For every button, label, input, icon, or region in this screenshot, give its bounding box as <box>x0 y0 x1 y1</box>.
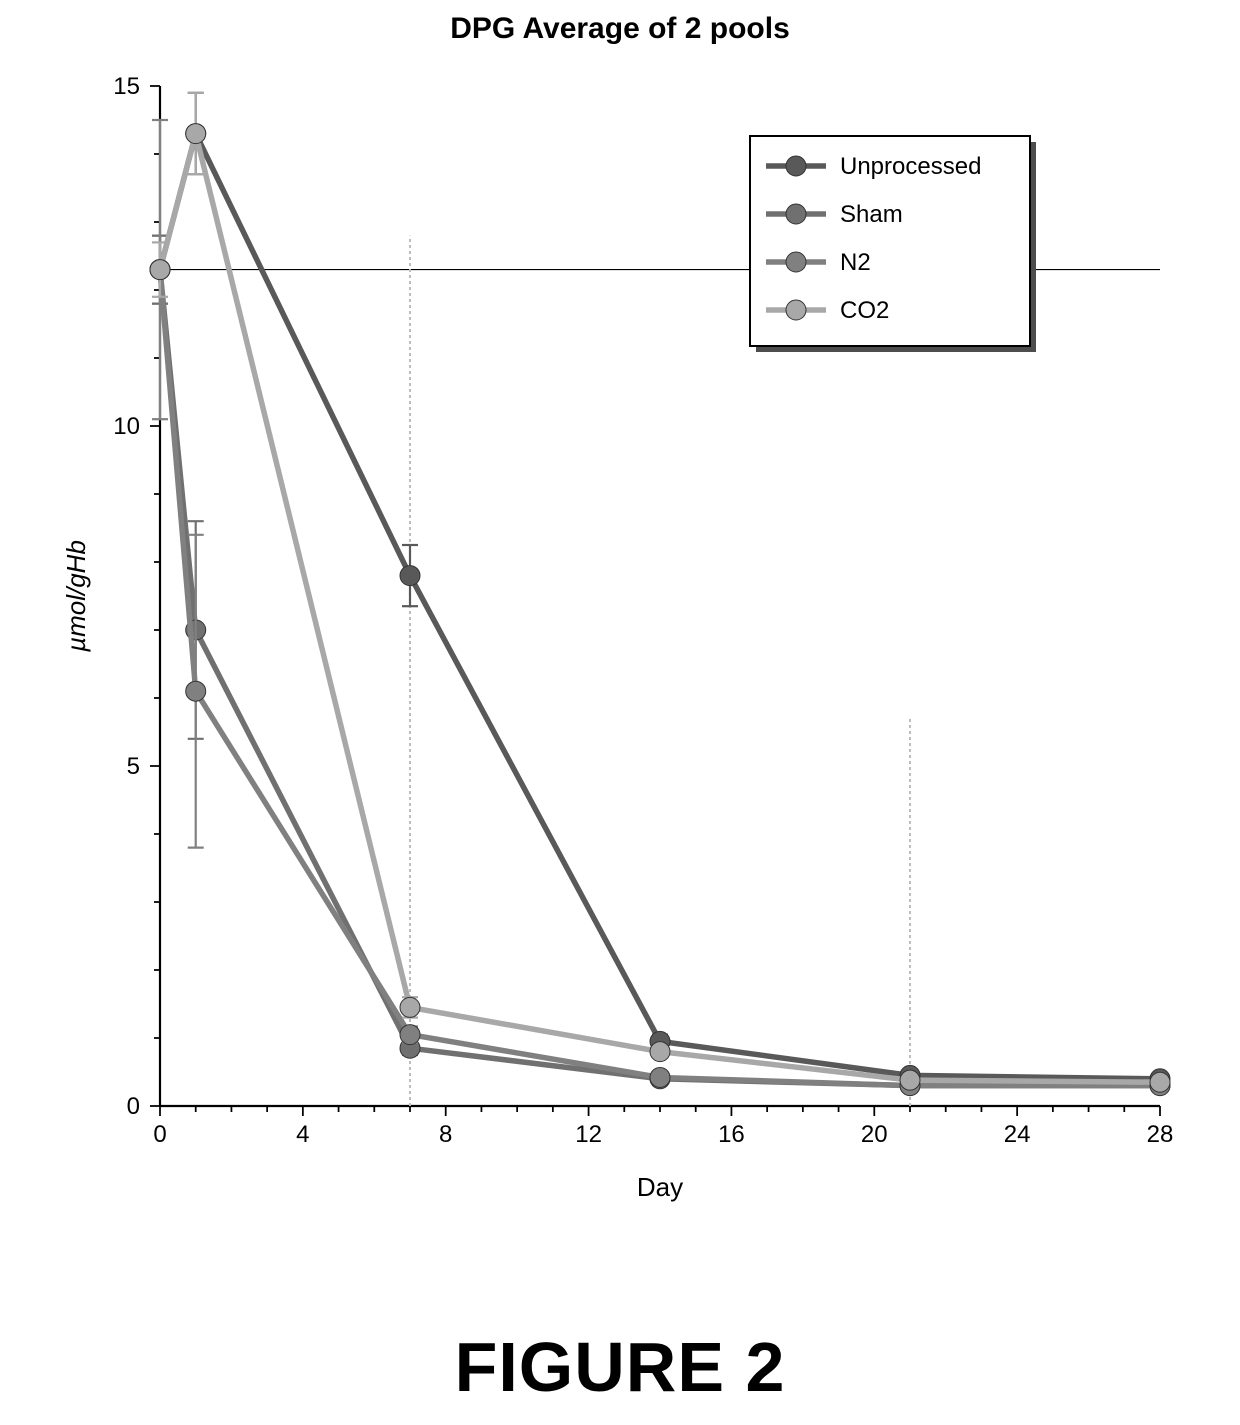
line-chart: 0 5 10 15 0 4 8 12 16 20 24 28 Day µmol/gHb Unprocesse… <box>40 56 1200 1336</box>
legend-label: N2 <box>840 249 871 276</box>
svg-text:4: 4 <box>296 1121 309 1148</box>
svg-text:24: 24 <box>1004 1121 1031 1148</box>
legend-label: Sham <box>840 201 903 228</box>
svg-text:10: 10 <box>113 413 140 440</box>
svg-text:5: 5 <box>127 753 140 780</box>
legend-label: CO2 <box>840 297 889 324</box>
y-axis-label: µmol/gHb <box>61 540 91 653</box>
svg-text:15: 15 <box>113 73 140 100</box>
svg-text:16: 16 <box>718 1121 745 1148</box>
svg-text:0: 0 <box>153 1121 166 1148</box>
chart-title: DPG Average of 2 pools <box>0 12 1240 46</box>
svg-text:20: 20 <box>861 1121 888 1148</box>
figure-label: FIGURE 2 <box>0 1327 1240 1407</box>
svg-text:12: 12 <box>575 1121 602 1148</box>
page-root: { "title": "DPG Average of 2 pools", "fi… <box>0 0 1240 1425</box>
svg-text:0: 0 <box>127 1093 140 1120</box>
x-axis-label: Day <box>637 1172 683 1202</box>
legend-label: Unprocessed <box>840 153 981 180</box>
svg-text:8: 8 <box>439 1121 452 1148</box>
svg-text:28: 28 <box>1147 1121 1174 1148</box>
